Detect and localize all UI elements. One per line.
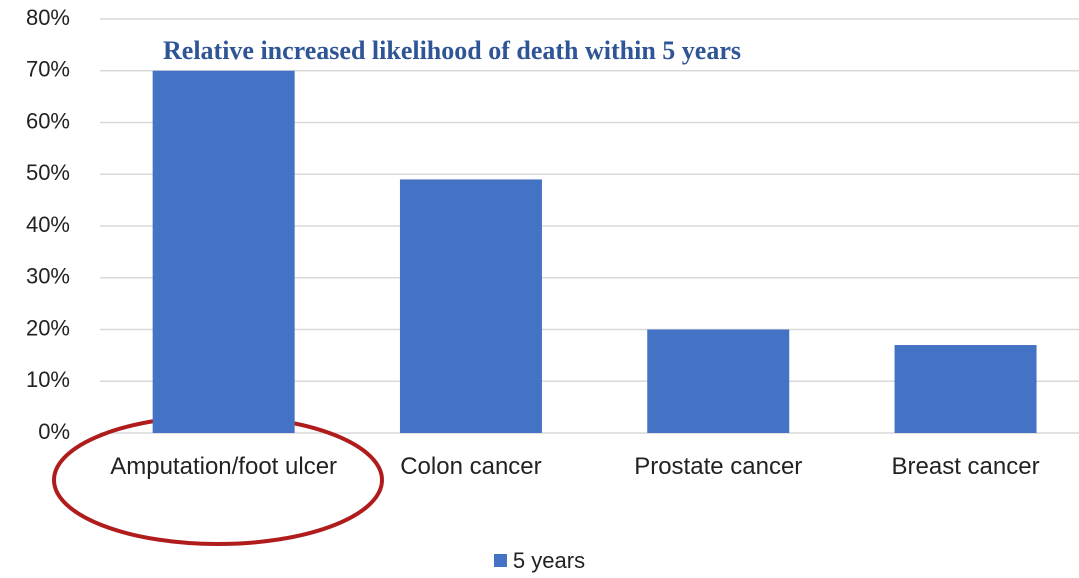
x-tick-label: Breast cancer — [891, 453, 1040, 480]
y-tick-label: 60% — [26, 108, 70, 133]
legend: 5 years — [0, 548, 1079, 574]
bar — [894, 345, 1037, 433]
x-tick-label: Amputation/foot ulcer — [110, 453, 338, 480]
legend-label: 5 years — [512, 548, 586, 573]
y-tick-label: 80% — [26, 5, 70, 30]
y-tick-label: 10% — [26, 367, 70, 392]
bar — [647, 329, 790, 433]
legend-swatch — [493, 554, 507, 567]
bar — [399, 179, 542, 433]
chart-title: Relative increased likelihood of death w… — [163, 36, 741, 65]
x-tick-label: Prostate cancer — [634, 453, 803, 480]
x-tick-label: Colon cancer — [400, 453, 542, 480]
y-tick-label: 50% — [26, 160, 70, 185]
bar — [152, 70, 295, 433]
y-tick-label: 30% — [26, 264, 70, 289]
y-tick-label: 0% — [38, 419, 70, 444]
y-tick-label: 20% — [26, 315, 70, 340]
y-tick-label: 40% — [26, 212, 70, 237]
y-tick-label: 70% — [26, 57, 70, 82]
